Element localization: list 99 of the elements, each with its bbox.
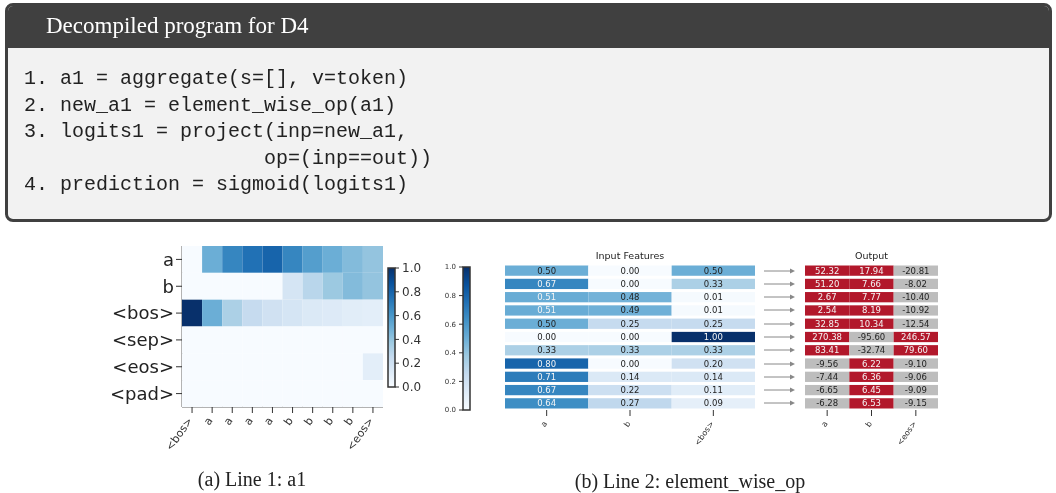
x-tick-label: b [301, 414, 317, 429]
y-tick-label: a [162, 248, 174, 270]
data-label: 51.20 [814, 278, 840, 289]
data-label: 0.01 [703, 292, 723, 303]
x-tick-label: a [201, 414, 216, 428]
data-label: 79.60 [903, 345, 929, 356]
data-label: -9.56 [816, 358, 839, 369]
data-label: 0.50 [537, 318, 557, 329]
data-label: 0.09 [703, 398, 723, 409]
data-label: 0.25 [620, 318, 640, 329]
data-label: 0.33 [703, 345, 723, 356]
x-tick-label: a [539, 419, 550, 429]
x-tick-label: a [261, 414, 276, 428]
data-label: 246.57 [900, 331, 931, 342]
data-label: 0.51 [537, 305, 557, 316]
data-label: -7.44 [816, 371, 839, 382]
data-label: 1.00 [703, 331, 723, 342]
data-label: 8.19 [862, 305, 881, 316]
data-label: 83.41 [814, 345, 840, 356]
text: (b) Line 2: element_wise_op [573, 470, 807, 493]
y-tick-label: <bos> [112, 302, 174, 324]
data-label: -10.92 [902, 305, 930, 316]
data-label: 0.25 [703, 318, 723, 329]
data-label: -9.10 [904, 358, 927, 369]
data-label: 6.36 [862, 371, 881, 382]
y-tick-label: <pad> [109, 382, 174, 404]
data-label: -6.65 [816, 385, 839, 396]
data-label: 0.33 [537, 345, 557, 356]
data-label: 2.67 [817, 292, 837, 303]
data-label: 0.33 [703, 278, 723, 289]
data-label: -95.60 [857, 331, 886, 342]
data-label: 2.54 [817, 305, 837, 316]
data-label: 270.38 [812, 331, 843, 342]
x-tick-label: b [281, 414, 296, 429]
data-label: 0.80 [537, 358, 557, 369]
data-label: 7.77 [862, 292, 881, 303]
data-label: 0.67 [537, 278, 557, 289]
data-label: 0.14 [620, 371, 640, 382]
data-label: 0.00 [537, 331, 557, 342]
y-tick-label: <eos> [112, 356, 174, 378]
color-bar-label: 1.0 [402, 261, 422, 276]
data-label: 0.00 [620, 358, 640, 369]
data-label: 0.71 [537, 371, 557, 382]
data-label: 0.51 [537, 292, 557, 303]
y-tick-label: b [162, 275, 174, 297]
data-label: 6.45 [862, 385, 881, 396]
data-label: 0.00 [620, 331, 640, 342]
data-label: 0.49 [620, 305, 640, 316]
data-label: -32.74 [857, 345, 886, 356]
chart-title: Input Features [594, 250, 666, 261]
data-label: 0.67 [537, 385, 557, 396]
data-label: 0.22 [620, 385, 640, 396]
x-tick-label: b [622, 419, 633, 429]
data-label: 6.22 [862, 358, 881, 369]
data-label: 0.00 [620, 265, 640, 276]
data-label: -8.02 [904, 278, 927, 289]
chart-title: Output [854, 250, 889, 261]
x-tick-label: a [221, 414, 236, 428]
x-tick-label: b [863, 419, 875, 429]
text: 1. a1 = aggregate(s=[], v=token) [24, 66, 410, 92]
data-label: 0.01 [703, 305, 723, 316]
data-label: 0.14 [703, 371, 723, 382]
data-label: -9.09 [904, 385, 927, 396]
color-bar-label: 0.6 [402, 308, 422, 323]
data-label: 0.50 [703, 265, 723, 276]
data-label: 52.32 [814, 265, 840, 276]
text: (a) Line 1: a1 [196, 468, 308, 491]
data-label: 0.64 [537, 398, 557, 409]
color-bar-label: 0.4 [402, 332, 422, 347]
data-label: 0.48 [620, 292, 640, 303]
color-bar-label: 0.0 [402, 380, 422, 395]
x-tick-label: a [241, 414, 256, 428]
data-label: -6.28 [816, 398, 839, 409]
data-label: 0.20 [703, 358, 723, 369]
color-bar-label: 0.2 [402, 356, 422, 371]
x-tick-label: a [819, 419, 830, 429]
data-label: -9.06 [904, 371, 927, 382]
data-label: -12.54 [902, 318, 930, 329]
data-label: 7.66 [862, 278, 881, 289]
data-label: -9.15 [904, 398, 927, 409]
data-label: 0.00 [620, 278, 640, 289]
y-tick-label: <sep> [111, 329, 174, 351]
data-label: 10.34 [859, 318, 884, 329]
color-bar-label: 0.8 [402, 285, 422, 299]
text: 2. new_a1 = element_wise_op(a1) [24, 92, 398, 119]
text: 4. prediction = sigmoid(logits1) [24, 172, 410, 198]
data-label: 0.50 [537, 265, 557, 276]
data-label: 17.94 [859, 265, 884, 276]
data-label: 0.11 [703, 385, 723, 396]
data-label: -20.81 [902, 265, 930, 276]
text: op=(inp==out)) [263, 145, 434, 172]
data-label: 0.33 [620, 345, 640, 356]
data-label: -10.40 [902, 292, 930, 303]
data-label: 32.85 [814, 318, 840, 329]
text: 3. logits1 = project(inp=new_a1, [24, 119, 410, 145]
text: Decompiled program for D4 [8, 6, 1049, 48]
x-tick-label: b [321, 414, 337, 429]
data-label: 0.27 [620, 398, 640, 409]
data-label: 6.53 [862, 398, 881, 409]
